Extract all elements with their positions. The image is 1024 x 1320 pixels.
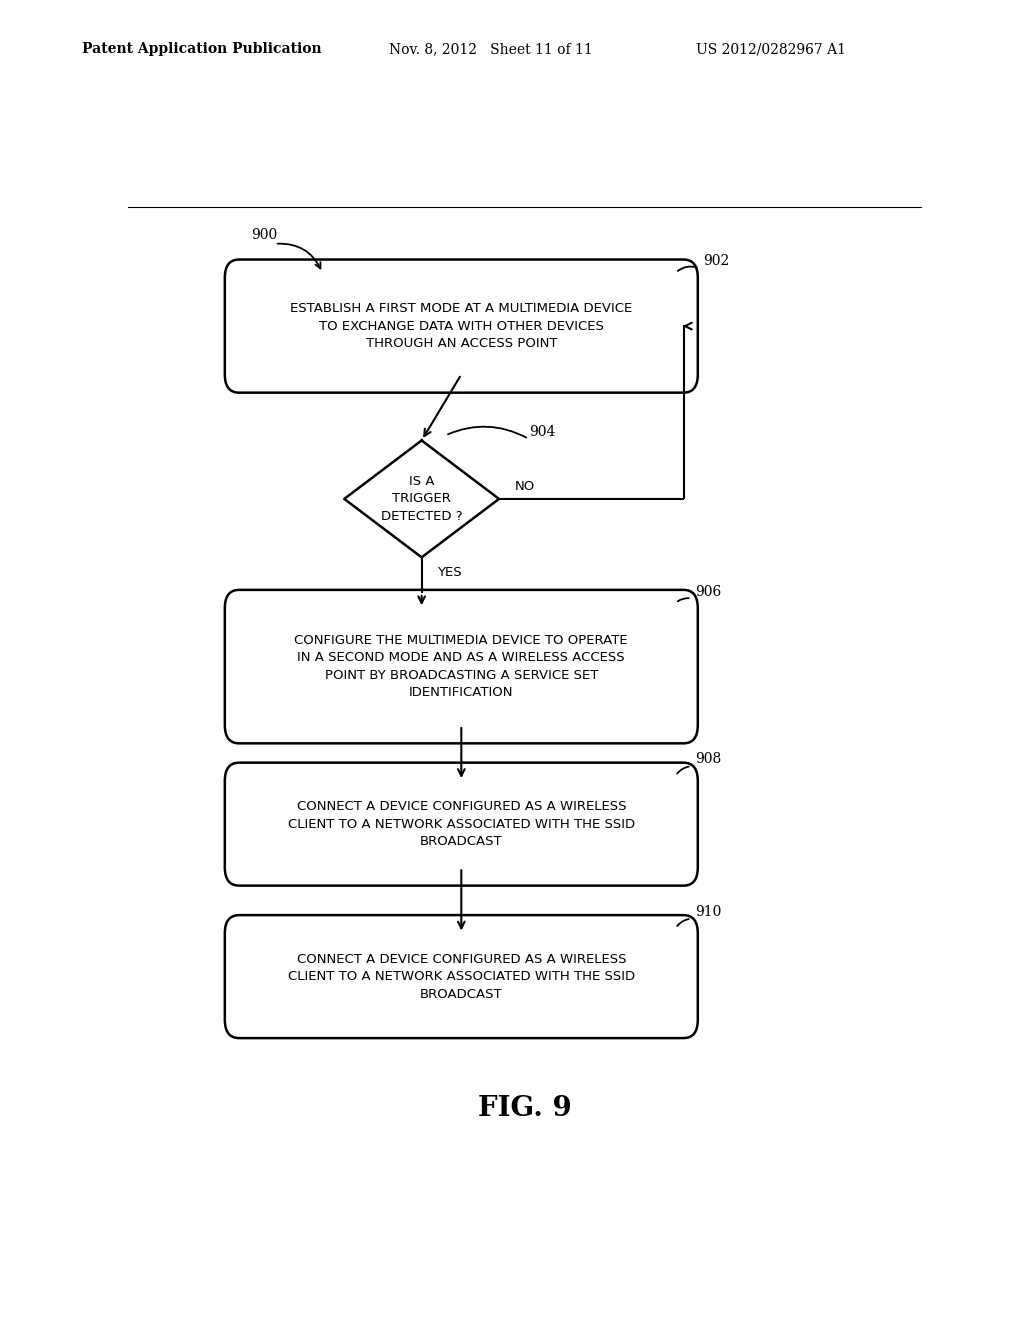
Text: 902: 902 [703,255,730,268]
Text: 904: 904 [528,425,555,440]
Text: NO: NO [515,480,536,494]
Text: YES: YES [437,566,462,579]
Text: IS A
TRIGGER
DETECTED ?: IS A TRIGGER DETECTED ? [381,475,463,523]
Text: 908: 908 [695,752,722,766]
Text: FIG. 9: FIG. 9 [478,1096,571,1122]
Text: 900: 900 [251,228,278,242]
Text: 906: 906 [695,585,722,598]
Text: CONNECT A DEVICE CONFIGURED AS A WIRELESS
CLIENT TO A NETWORK ASSOCIATED WITH TH: CONNECT A DEVICE CONFIGURED AS A WIRELES… [288,953,635,1001]
Text: 910: 910 [695,904,722,919]
Text: US 2012/0282967 A1: US 2012/0282967 A1 [696,42,846,57]
FancyBboxPatch shape [225,260,697,392]
FancyBboxPatch shape [225,915,697,1038]
FancyBboxPatch shape [225,590,697,743]
Text: Nov. 8, 2012   Sheet 11 of 11: Nov. 8, 2012 Sheet 11 of 11 [389,42,593,57]
Text: Patent Application Publication: Patent Application Publication [82,42,322,57]
Text: CONFIGURE THE MULTIMEDIA DEVICE TO OPERATE
IN A SECOND MODE AND AS A WIRELESS AC: CONFIGURE THE MULTIMEDIA DEVICE TO OPERA… [295,634,628,700]
FancyBboxPatch shape [225,763,697,886]
Text: CONNECT A DEVICE CONFIGURED AS A WIRELESS
CLIENT TO A NETWORK ASSOCIATED WITH TH: CONNECT A DEVICE CONFIGURED AS A WIRELES… [288,800,635,849]
Polygon shape [344,441,499,557]
Text: ESTABLISH A FIRST MODE AT A MULTIMEDIA DEVICE
TO EXCHANGE DATA WITH OTHER DEVICE: ESTABLISH A FIRST MODE AT A MULTIMEDIA D… [290,302,633,350]
